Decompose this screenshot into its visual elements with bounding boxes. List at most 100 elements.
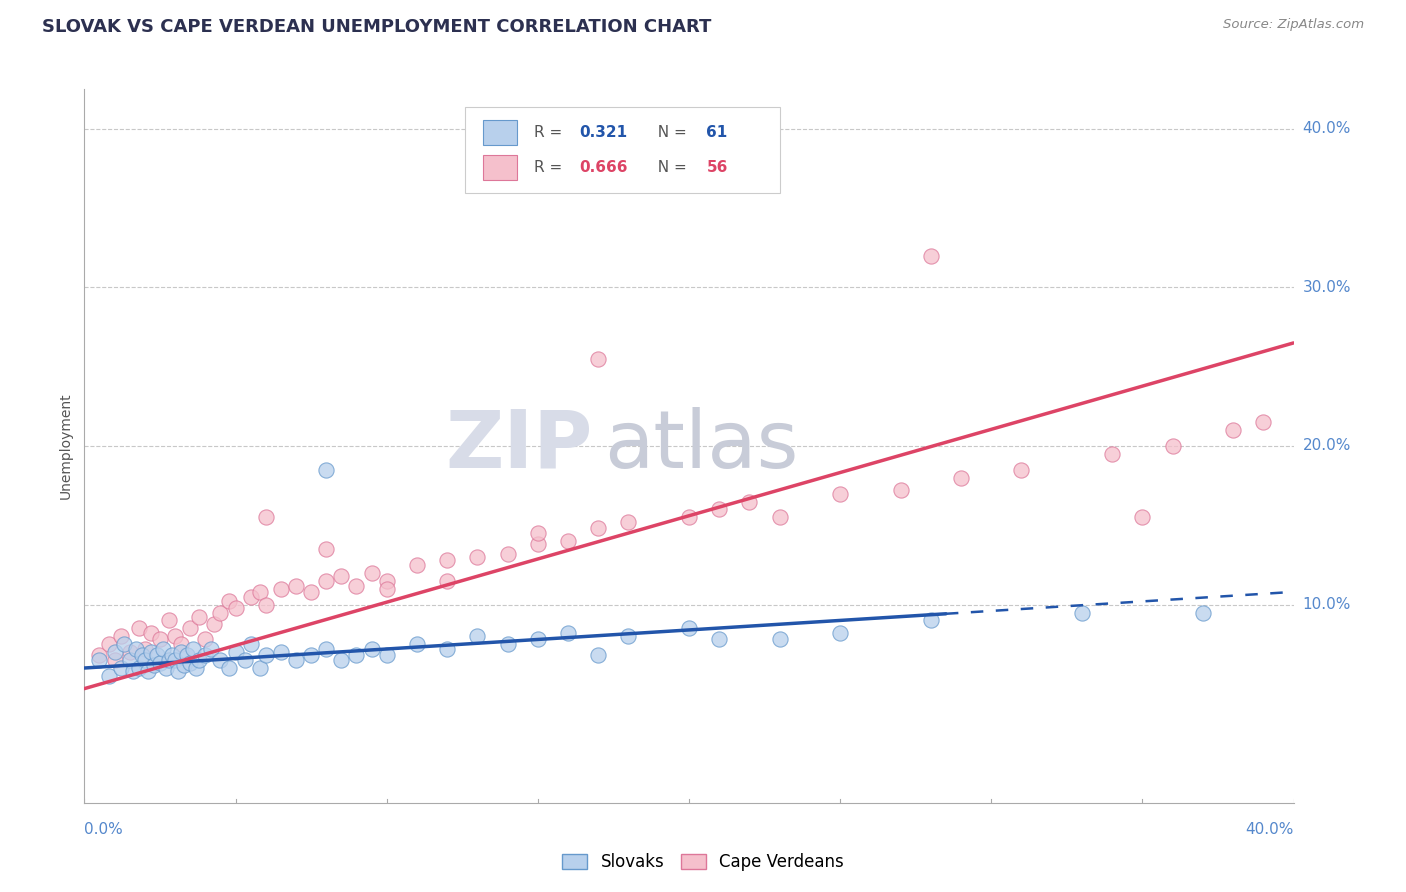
Text: R =: R = bbox=[533, 125, 567, 139]
Point bbox=[121, 664, 143, 678]
Point bbox=[233, 653, 256, 667]
Text: 0.666: 0.666 bbox=[579, 161, 628, 175]
Point bbox=[186, 661, 208, 675]
Point bbox=[527, 537, 550, 551]
Point bbox=[202, 616, 225, 631]
Point bbox=[346, 648, 368, 663]
Point bbox=[709, 632, 731, 647]
Point bbox=[136, 664, 159, 678]
Point bbox=[769, 510, 792, 524]
Point bbox=[375, 582, 398, 596]
Point bbox=[139, 626, 162, 640]
Point bbox=[467, 629, 489, 643]
Point bbox=[315, 642, 337, 657]
Point bbox=[160, 648, 183, 663]
Text: N =: N = bbox=[648, 161, 692, 175]
Point bbox=[436, 574, 458, 588]
Point bbox=[315, 542, 337, 557]
Point bbox=[1101, 447, 1123, 461]
Point bbox=[157, 653, 180, 667]
Point bbox=[496, 637, 519, 651]
Point bbox=[179, 621, 201, 635]
FancyBboxPatch shape bbox=[484, 155, 517, 180]
Point bbox=[527, 526, 550, 541]
FancyBboxPatch shape bbox=[484, 120, 517, 145]
Point bbox=[436, 642, 458, 657]
Point bbox=[330, 569, 353, 583]
Point bbox=[179, 657, 201, 671]
Point bbox=[89, 648, 111, 663]
Point bbox=[270, 645, 292, 659]
Point bbox=[167, 664, 190, 678]
Point bbox=[218, 661, 240, 675]
Point bbox=[678, 621, 700, 635]
Point bbox=[209, 653, 232, 667]
Point bbox=[118, 653, 141, 667]
Text: Source: ZipAtlas.com: Source: ZipAtlas.com bbox=[1223, 18, 1364, 31]
Point bbox=[170, 637, 193, 651]
Point bbox=[254, 648, 277, 663]
Point bbox=[165, 629, 187, 643]
Point bbox=[375, 648, 398, 663]
Point bbox=[112, 637, 135, 651]
Point bbox=[239, 637, 262, 651]
Point bbox=[315, 574, 337, 588]
Point bbox=[299, 648, 322, 663]
Point bbox=[496, 547, 519, 561]
Point bbox=[1192, 606, 1215, 620]
Point bbox=[346, 578, 368, 592]
Text: 61: 61 bbox=[706, 125, 728, 139]
Point bbox=[617, 515, 640, 529]
Point bbox=[146, 648, 169, 663]
Point bbox=[527, 632, 550, 647]
Point bbox=[139, 645, 162, 659]
Point bbox=[188, 653, 211, 667]
Point bbox=[360, 642, 382, 657]
Point bbox=[209, 606, 232, 620]
Text: 40.0%: 40.0% bbox=[1246, 822, 1294, 837]
Point bbox=[285, 653, 308, 667]
Text: SLOVAK VS CAPE VERDEAN UNEMPLOYMENT CORRELATION CHART: SLOVAK VS CAPE VERDEAN UNEMPLOYMENT CORR… bbox=[42, 18, 711, 36]
Point bbox=[225, 600, 247, 615]
Point bbox=[239, 590, 262, 604]
Y-axis label: Unemployment: Unemployment bbox=[59, 392, 73, 500]
Legend: Slovaks, Cape Verdeans: Slovaks, Cape Verdeans bbox=[554, 845, 852, 880]
Point bbox=[173, 657, 195, 672]
FancyBboxPatch shape bbox=[465, 107, 780, 193]
Point bbox=[125, 642, 148, 657]
Point bbox=[131, 648, 153, 663]
Point bbox=[104, 645, 127, 659]
Point bbox=[194, 648, 217, 663]
Point bbox=[110, 629, 132, 643]
Point bbox=[194, 632, 217, 647]
Point bbox=[181, 642, 204, 657]
Point bbox=[360, 566, 382, 580]
Point bbox=[170, 645, 193, 659]
Point bbox=[118, 645, 141, 659]
Point bbox=[830, 626, 852, 640]
Point bbox=[157, 614, 180, 628]
Point bbox=[142, 657, 165, 672]
Point bbox=[315, 463, 337, 477]
Point bbox=[830, 486, 852, 500]
Point bbox=[1161, 439, 1184, 453]
Point bbox=[270, 582, 292, 596]
Point bbox=[1253, 415, 1275, 429]
Point bbox=[557, 534, 579, 549]
Point bbox=[375, 574, 398, 588]
Point bbox=[134, 642, 156, 657]
Point bbox=[1130, 510, 1153, 524]
Point bbox=[709, 502, 731, 516]
Point bbox=[330, 653, 353, 667]
Point bbox=[1011, 463, 1033, 477]
Point bbox=[149, 657, 172, 671]
Point bbox=[738, 494, 761, 508]
Point bbox=[249, 585, 271, 599]
Point bbox=[104, 653, 127, 667]
Point bbox=[176, 648, 198, 663]
Point bbox=[134, 653, 156, 667]
Point bbox=[254, 510, 277, 524]
Point bbox=[617, 629, 640, 643]
Text: R =: R = bbox=[533, 161, 567, 175]
Text: 0.0%: 0.0% bbox=[84, 822, 124, 837]
